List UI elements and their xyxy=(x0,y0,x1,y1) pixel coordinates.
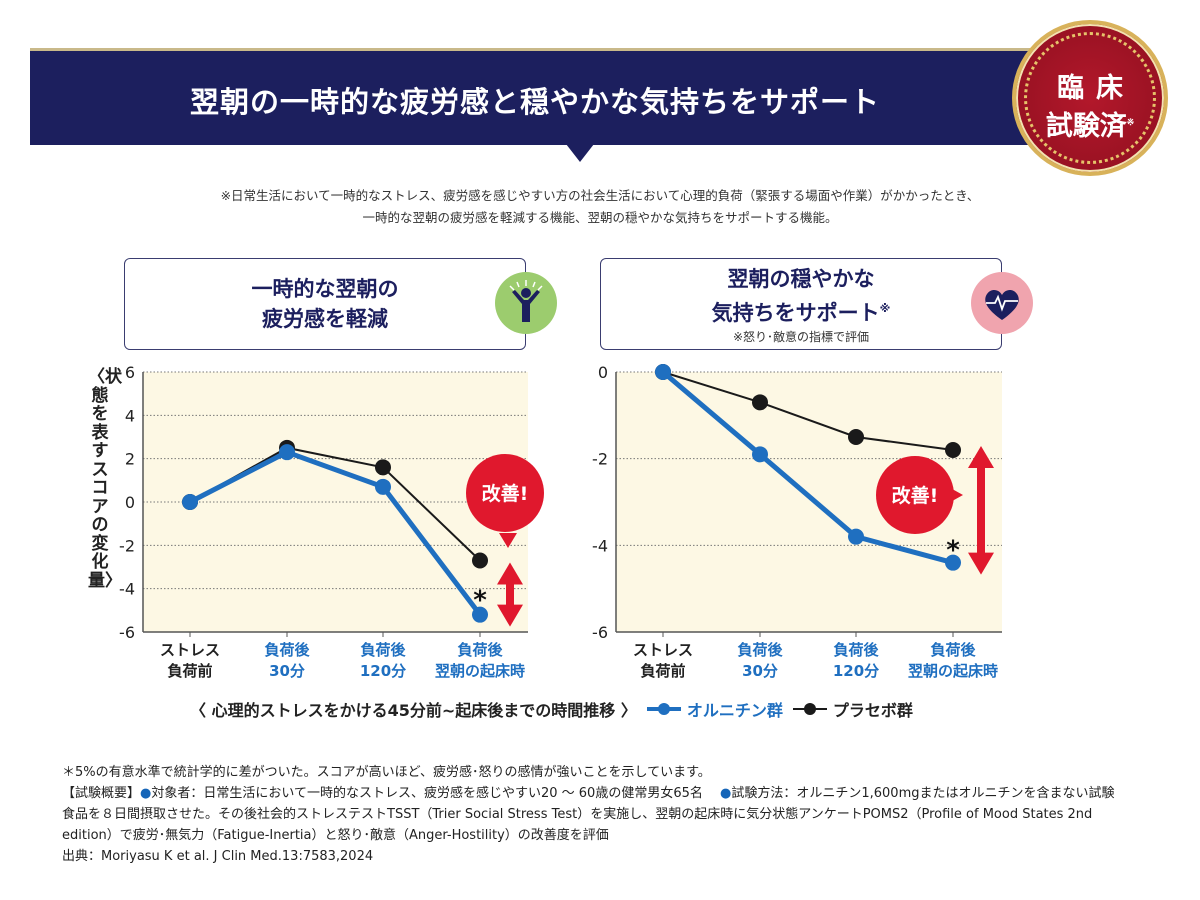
note-line2: 一時的な翌朝の疲労感を軽減する機能、翌朝の穏やかな気持ちをサポートする機能。 xyxy=(362,210,838,225)
panel2-title-mark: ※ xyxy=(879,302,891,315)
x-tick-label: 負荷後 xyxy=(360,641,406,659)
panel2-subtitle: ※怒り･敵意の指標で評価 xyxy=(732,330,870,344)
x-tick-label: 負荷前 xyxy=(640,662,685,680)
improvement-arrow xyxy=(968,446,994,575)
legend-placebo-marker xyxy=(792,703,827,715)
badge-dots xyxy=(1024,32,1156,164)
series-line-ornithine xyxy=(188,449,482,617)
x-tick-label: 負荷後 xyxy=(930,641,976,659)
panel2-title1: 翌朝の穏やかな xyxy=(727,267,875,291)
significance-mark: * xyxy=(946,536,960,566)
y-tick-label: -4 xyxy=(119,580,135,599)
legend-ornithine-marker xyxy=(646,703,681,715)
x-tick-label: 負荷後 xyxy=(264,641,310,659)
data-point-placebo xyxy=(752,394,768,411)
footnote-source: 出典：Moriyasu K et al. J Clin Med.13:7583,… xyxy=(62,849,374,864)
data-point-ornithine xyxy=(182,494,198,510)
x-tick-label: 120分 xyxy=(360,662,406,680)
series-line-placebo xyxy=(662,371,954,451)
y-tick-label: 4 xyxy=(125,406,135,425)
x-tick-label: ストレス xyxy=(160,641,220,659)
footnote-method: 試験方法：オルニチン1,600mgまたはオルニチンを含まない試験食品を８日間摂取… xyxy=(62,786,1115,843)
y-tick-label: 0 xyxy=(598,363,608,382)
data-point-placebo xyxy=(848,429,864,445)
badge-mark: ※ xyxy=(1126,118,1135,128)
person-cheering-icon xyxy=(495,272,557,334)
legend-ornithine: オルニチン群 xyxy=(646,697,783,721)
heart-pulse-icon xyxy=(971,272,1033,334)
panel2-title2: 気持ちをサポート xyxy=(711,301,880,325)
y-tick-label: -4 xyxy=(592,536,608,555)
header-pointer xyxy=(566,144,594,162)
panel1-title2: 疲労感を軽減 xyxy=(262,307,388,331)
x-tick-label: 120分 xyxy=(833,662,879,680)
improvement-arrow xyxy=(497,562,523,627)
x-tick-label: 負荷前 xyxy=(167,662,212,680)
x-tick-label: 30分 xyxy=(269,662,305,680)
panel-title-mood: 翌朝の穏やかな気持ちをサポート※ ※怒り･敵意の指標で評価 xyxy=(600,258,1002,350)
y-tick-label: -6 xyxy=(592,623,608,642)
data-point-ornithine xyxy=(945,554,961,571)
panel1-title1: 一時的な翌朝の xyxy=(251,277,399,301)
y-tick-label: 6 xyxy=(125,363,135,382)
y-tick-label: -2 xyxy=(119,536,135,555)
x-axis-caption: 〈 心理的ストレスをかける45分前~起床後までの時間推移 〉 xyxy=(190,701,637,720)
footnote-subjects: 対象者：日常生活において一時的なストレス、疲労感を感じやすい20 〜 60歳の健… xyxy=(151,786,703,801)
panel-title-fatigue: 一時的な翌朝の 疲労感を軽減 xyxy=(124,258,526,350)
badge-line2-text: 試験済 xyxy=(1045,111,1127,142)
callout-text: 改善! xyxy=(482,482,529,505)
x-tick-label: 負荷後 xyxy=(457,641,503,659)
legend-ornithine-label: オルニチン群 xyxy=(686,701,783,720)
data-point-placebo xyxy=(472,552,488,569)
significance-mark: * xyxy=(473,586,487,616)
callout-pointer xyxy=(499,533,517,548)
badge-line2: 試験済※ xyxy=(1016,104,1164,143)
note-line1: ※日常生活において一時的なストレス、疲労感を感じやすい方の社会生活において心理的… xyxy=(220,188,980,203)
data-point-placebo xyxy=(375,459,391,476)
page-title: 翌朝の一時的な疲労感と穏やかな気持ちをサポート xyxy=(189,85,880,119)
data-point-ornithine xyxy=(472,606,488,623)
footnotes: ＊5%の有意水準で統計学的に差がついた。スコアが高いほど、疲労感･怒りの感情が強… xyxy=(62,762,1122,867)
callout-bubble xyxy=(876,456,954,534)
data-point-ornithine xyxy=(655,364,671,380)
clinical-tested-badge: 臨床 試験済※ xyxy=(1012,20,1168,176)
x-tick-label: 負荷後 xyxy=(833,641,879,659)
callout-bubble xyxy=(466,454,544,532)
badge-line1: 臨床 xyxy=(1057,73,1135,104)
series-line-ornithine xyxy=(661,370,954,566)
callout-text: 改善! xyxy=(892,484,939,507)
x-tick-label: 翌朝の起床時 xyxy=(435,662,525,680)
function-note: ※日常生活において一時的なストレス、疲労感を感じやすい方の社会生活において心理的… xyxy=(0,185,1200,229)
data-point-ornithine xyxy=(848,528,864,545)
data-point-placebo xyxy=(945,442,961,458)
footnote-significance: ＊5%の有意水準で統計学的に差がついた。スコアが高いほど、疲労感･怒りの感情が強… xyxy=(62,765,711,780)
y-tick-label: -2 xyxy=(592,450,608,469)
legend-placebo: プラセボ群 xyxy=(792,697,913,721)
legend-placebo-label: プラセボ群 xyxy=(832,701,913,720)
x-tick-label: 翌朝の起床時 xyxy=(908,662,998,680)
x-tick-label: 負荷後 xyxy=(737,641,783,659)
header-band: 翌朝の一時的な疲労感と穏やかな気持ちをサポート xyxy=(30,48,1040,145)
legend: 〈 心理的ストレスをかける45分前~起床後までの時間推移 〉 オルニチン群 プラ… xyxy=(190,697,913,721)
y-tick-label: 0 xyxy=(125,493,135,512)
x-tick-label: 30分 xyxy=(742,662,778,680)
y-tick-label: -6 xyxy=(119,623,135,642)
data-point-ornithine xyxy=(279,444,295,461)
x-tick-label: ストレス xyxy=(633,641,693,659)
footnote-summary-label: 【試験概要】 xyxy=(62,786,141,801)
y-tick-label: 2 xyxy=(125,450,135,469)
data-point-ornithine xyxy=(375,478,391,495)
data-point-ornithine xyxy=(752,446,768,463)
